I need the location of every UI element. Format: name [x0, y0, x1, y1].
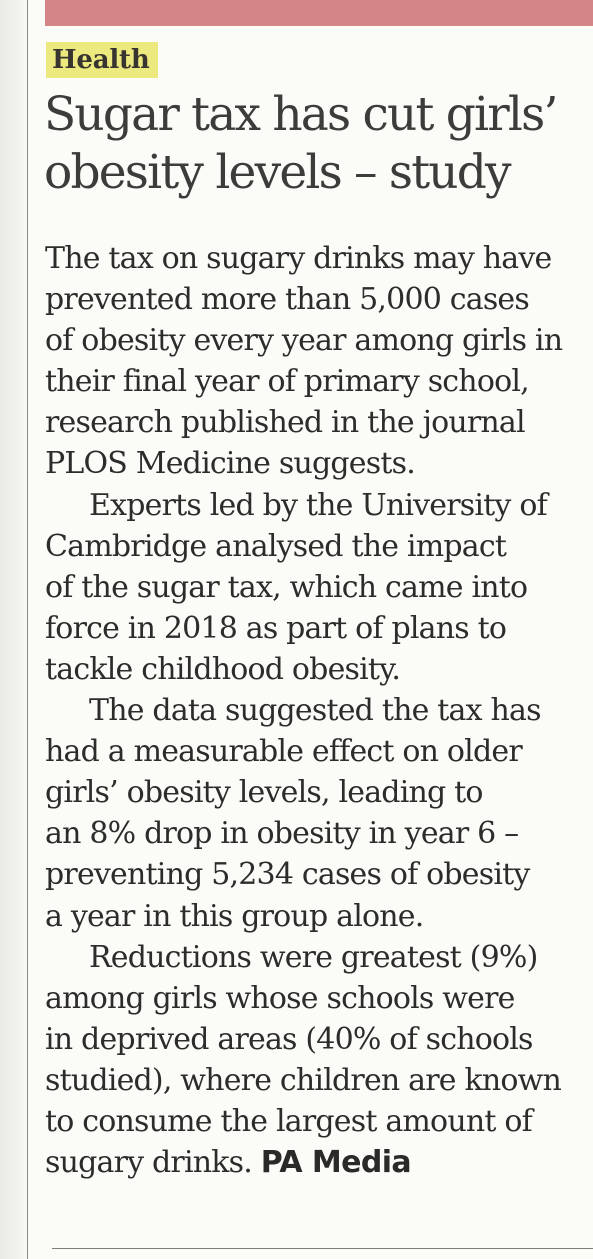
- body-line: to consume the largest amount of: [45, 1103, 533, 1139]
- body-line: prevented more than 5,000 cases: [45, 282, 530, 318]
- column-divider: [27, 0, 28, 1259]
- paragraph-1: The tax on sugary drinks may have preven…: [45, 238, 593, 485]
- headline-line: Sugar tax has cut girls’: [44, 87, 558, 142]
- body-line: of the sugar tax, which came into: [45, 569, 528, 605]
- body-line: an 8% drop in obesity in year 6 –: [45, 816, 519, 852]
- paragraph-2: Experts led by the University of Cambrid…: [45, 485, 593, 690]
- body-line: among girls whose schools were: [45, 980, 515, 1016]
- bottom-divider: [52, 1248, 593, 1249]
- body-line: of obesity every year among girls in: [45, 323, 563, 359]
- page-gutter: [0, 0, 30, 1259]
- body-line: tackle childhood obesity.: [45, 651, 401, 687]
- body-line: had a measurable effect on older: [45, 734, 523, 770]
- headline-line: obesity levels – study: [44, 145, 512, 200]
- body-line: force in 2018 as part of plans to: [45, 610, 507, 646]
- body-line: preventing 5,234 cases of obesity: [45, 857, 530, 893]
- body-line: PLOS Medicine suggests.: [45, 446, 416, 482]
- body-line: their final year of primary school,: [45, 364, 530, 400]
- adjacent-article-band: [45, 0, 593, 26]
- body-text: sugary drinks.: [45, 1145, 253, 1181]
- headline: Sugar tax has cut girls’ obesity levels …: [44, 86, 593, 202]
- body-line: a year in this group alone.: [45, 898, 424, 934]
- body-line: Cambridge analysed the impact: [45, 528, 507, 564]
- body-line: The tax on sugary drinks may have: [45, 241, 552, 276]
- body-line: Reductions were greatest (9%): [89, 939, 538, 975]
- body-line: The data suggested the tax has: [89, 693, 541, 729]
- body-line-final: sugary drinks. PA Media: [45, 1142, 593, 1183]
- article-body: The tax on sugary drinks may have preven…: [45, 238, 593, 1183]
- paragraph-4: Reductions were greatest (9%) among girl…: [45, 937, 593, 1184]
- body-line: in deprived areas (40% of schools: [45, 1021, 533, 1057]
- byline-credit: PA Media: [260, 1145, 412, 1181]
- body-line: girls’ obesity levels, leading to: [45, 775, 483, 811]
- body-line: Experts led by the University of: [89, 487, 548, 523]
- body-line: studied), where children are known: [45, 1062, 562, 1098]
- paragraph-3: The data suggested the tax has had a mea…: [45, 690, 593, 937]
- body-line: research published in the journal: [45, 405, 526, 441]
- section-tag: Health: [46, 42, 158, 78]
